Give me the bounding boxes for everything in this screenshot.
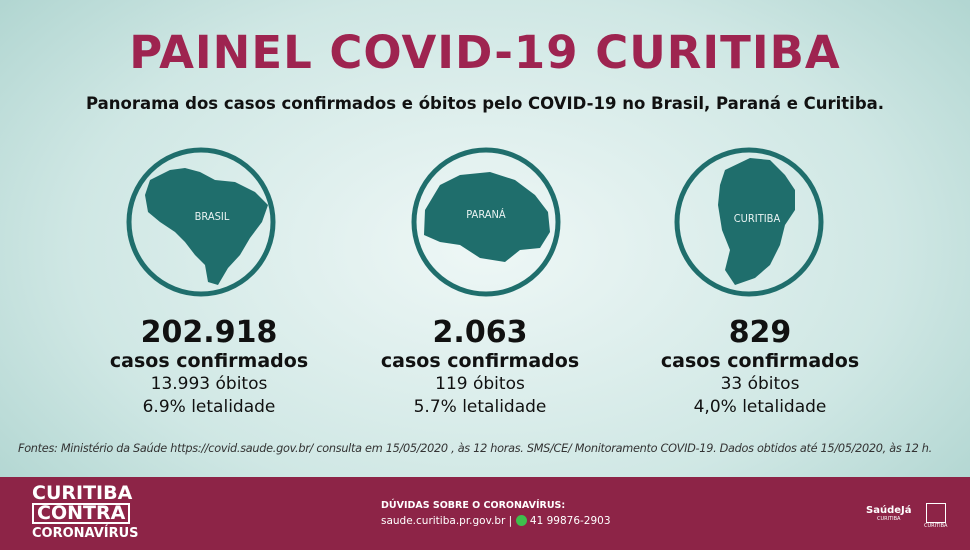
parana-circle	[411, 147, 561, 297]
map-label: PARANÁ	[466, 208, 506, 221]
map-label: CURITIBA	[734, 212, 781, 225]
maps: BRASIL PARANÁ CURITIBA	[126, 147, 824, 297]
logo-saude-text: SaúdeJá	[866, 505, 912, 516]
cases-label: casos confirmados	[660, 350, 860, 372]
curitiba-circle	[674, 147, 824, 297]
brasil-map	[145, 168, 268, 285]
cases: 202.918	[140, 315, 278, 350]
website: saude.curitiba.pr.gov.br	[381, 515, 506, 527]
cases: 829	[728, 315, 792, 350]
lethality: 5.7% letalidade	[413, 397, 547, 417]
brand: CURITIBA CONTRA CORONAVÍRUS	[32, 484, 139, 543]
cases-label: casos confirmados	[380, 350, 580, 372]
region-stats: 829 casos confirmados 33 óbitos 4,0% letali…	[630, 316, 890, 419]
logo-saude: SaúdeJá CURITIBA	[866, 505, 911, 522]
separator: |	[508, 515, 513, 527]
lethality: 4,0% letalidade	[693, 397, 827, 417]
footer: CURITIBA CONTRA CORONAVÍRUS DÚVIDAS SOBR…	[0, 477, 970, 550]
region-stats: 202.918 casos confirmados 13.993 óbitos 6.9…	[79, 316, 339, 419]
brand-line: CONTRA	[32, 503, 131, 524]
region-stats: 2.063 casos confirmados 119 óbitos 5.7% let…	[350, 316, 610, 419]
brasil-circle	[126, 147, 276, 297]
deaths: 119 óbitos	[435, 374, 525, 394]
cases-label: casos confirmados	[109, 350, 309, 372]
subtitle: Panorama dos casos confirmados e óbitos …	[85, 94, 885, 113]
logo-city: CURITIBA	[924, 503, 947, 529]
brand-line: CORONAVÍRUS	[32, 526, 139, 541]
cases: 2.063	[432, 315, 528, 350]
whatsapp-icon	[515, 515, 527, 526]
contact: saude.curitiba.pr.gov.br | 41 99876-2903	[381, 515, 611, 527]
lethality: 6.9% letalidade	[142, 397, 276, 417]
parana-map	[424, 172, 550, 262]
title: PAINEL COVID-19 CURITIBA	[129, 26, 841, 79]
brand-line: CURITIBA	[32, 482, 133, 504]
sources: Fontes: Ministério da Saúde https://covi…	[18, 442, 932, 455]
contact-title: DÚVIDAS SOBRE O CORONAVÍRUS:	[381, 500, 566, 511]
deaths: 33 óbitos	[720, 374, 800, 394]
phone: 41 99876-2903	[529, 515, 611, 527]
logo-city-icon	[925, 503, 946, 523]
curitiba-map	[718, 158, 795, 285]
logo-city-text: CURITIBA	[924, 523, 948, 529]
deaths: 13.993 óbitos	[150, 374, 268, 394]
logo-saude-sub: CURITIBA	[877, 516, 901, 522]
map-label: BRASIL	[195, 210, 230, 223]
